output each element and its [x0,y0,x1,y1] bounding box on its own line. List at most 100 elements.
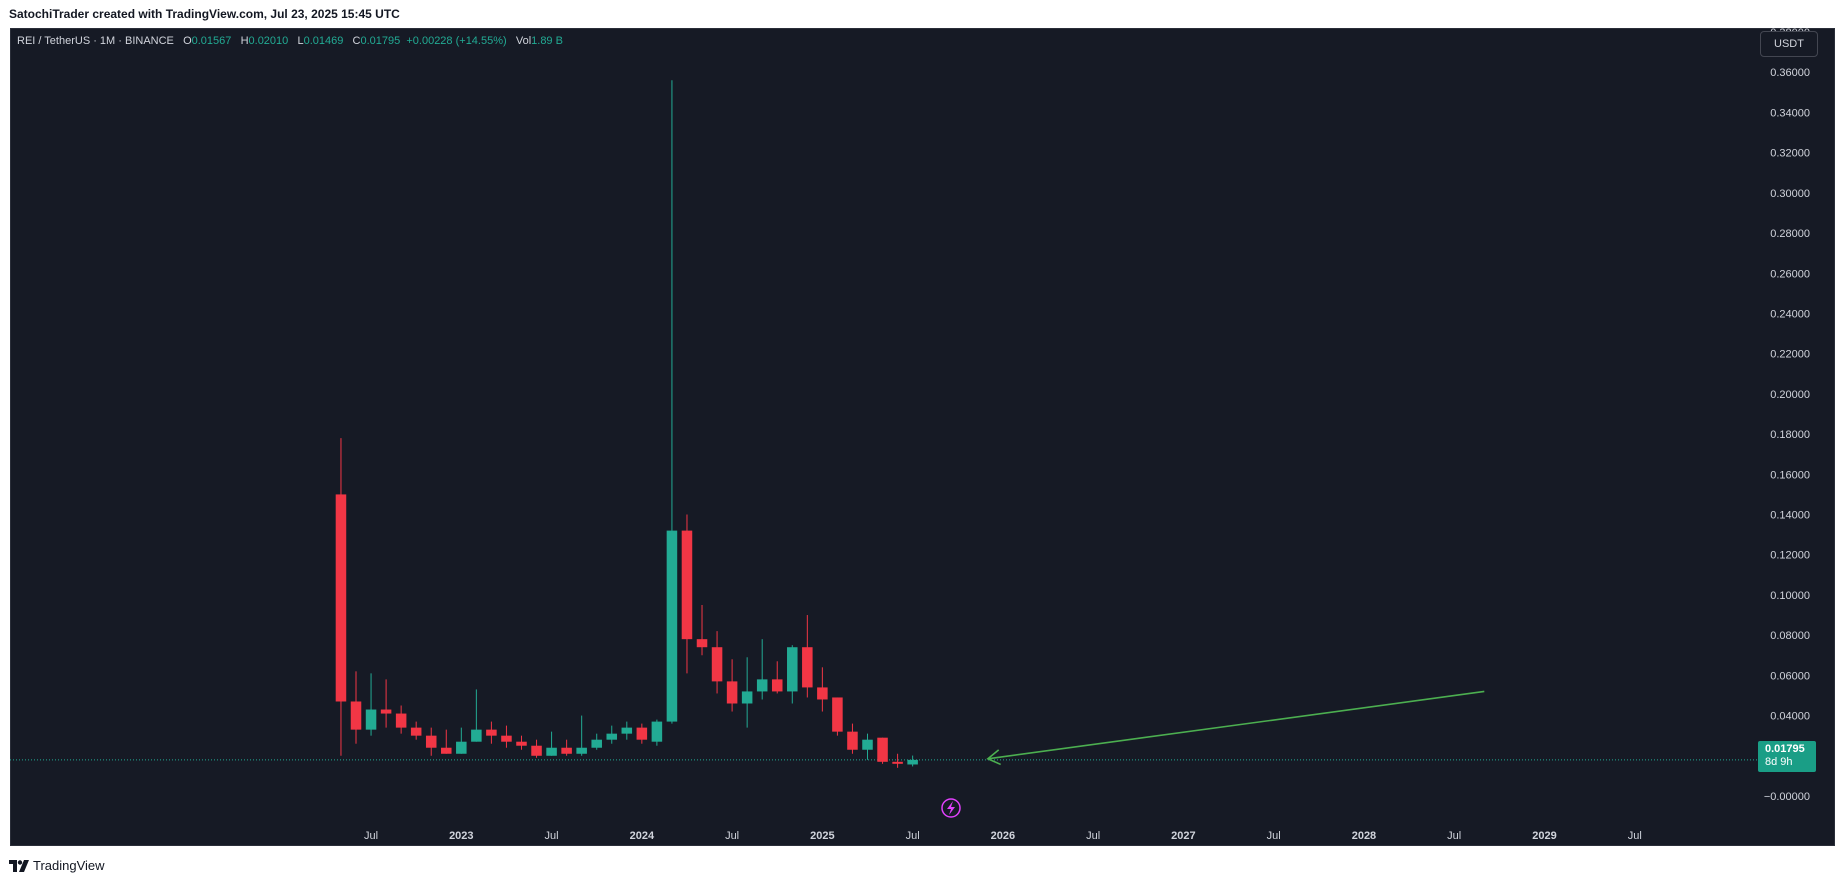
time-axis-label: 2029 [1532,830,1556,842]
bar-countdown: 8d 9h [1765,756,1793,768]
low-value: 0.01469 [303,35,344,47]
candle-body [441,747,452,754]
attribution-text: SatochiTrader created with TradingView.c… [9,7,400,21]
time-axis-label: Jul [725,830,739,842]
candle-body [531,745,542,756]
lightning-icon[interactable] [941,798,961,818]
candle-body [817,687,828,700]
last-price-tag: 0.01795 8d 9h [1758,741,1816,772]
high-value: 0.02010 [248,35,289,47]
time-axis-label: Jul [1267,830,1281,842]
candle-body [456,741,467,754]
candle-body [877,737,888,762]
candle-body [907,759,918,765]
price-axis-label: 0.24000 [1770,308,1810,320]
time-axis-label: 2027 [1171,830,1195,842]
price-axis-label: −0.00000 [1764,791,1810,803]
candle-body [711,647,723,682]
candle-body [696,639,708,648]
price-axis-label: 0.26000 [1770,268,1810,280]
candles [335,80,918,768]
symbol-name: REI / TetherUS · 1M · BINANCE [17,35,174,47]
candle-body [516,741,527,746]
arrow-head [986,749,1001,766]
candle-body [621,727,633,734]
candle-body [756,679,768,692]
candle-body [651,721,663,742]
candle-body [666,530,678,722]
price-axis-label: 0.36000 [1770,67,1810,79]
chart-pane[interactable] [10,28,1835,846]
price-axis-label: 0.04000 [1770,711,1810,723]
currency-button[interactable]: USDT [1760,31,1818,57]
time-axis-label: 2028 [1352,830,1376,842]
attribution-bar: SatochiTrader created with TradingView.c… [0,0,1835,28]
candle-body [546,747,557,756]
last-price-value: 0.01795 [1765,743,1805,755]
candle-body [425,735,437,748]
candle-body [892,761,903,764]
price-axis-label: 0.06000 [1770,670,1810,682]
symbol-legend: REI / TetherUS · 1M · BINANCE O0.01567 H… [17,35,563,47]
candle-body [741,691,753,704]
candle-body [471,729,482,742]
time-axis-label: Jul [1447,830,1461,842]
arrow-line [987,690,1485,760]
price-axis-label: 0.12000 [1770,550,1810,562]
candle-body [561,747,572,754]
price-axis-label: 0.32000 [1770,148,1810,160]
price-axis-label: 0.22000 [1770,349,1810,361]
price-axis-label: 0.20000 [1770,389,1810,401]
price-axis-label: 0.34000 [1770,107,1810,119]
time-axis-label: Jul [1086,830,1100,842]
time-axis-label: 2023 [449,830,473,842]
candle-body [771,679,783,692]
candle-body [832,697,843,732]
price-axis-label: 0.30000 [1770,188,1810,200]
candle-body [862,739,873,750]
change-value: +0.00228 (+14.55%) [406,35,507,47]
time-axis-label: Jul [906,830,920,842]
candle-body [335,494,347,702]
candle-body [591,739,602,748]
candle-body [365,709,377,730]
footer-bar: TradingView [0,846,1835,884]
close-label: C [352,35,361,47]
candle-body [350,701,362,730]
price-axis-label: 0.18000 [1770,429,1810,441]
price-axis[interactable]: 0.380000.360000.340000.320000.300000.280… [1764,27,1810,803]
price-axis-label: 0.28000 [1770,228,1810,240]
time-axis-label: 2025 [810,830,834,842]
time-axis-label: Jul [545,830,559,842]
price-axis-label: 0.16000 [1770,469,1810,481]
close-value: 0.01795 [360,35,401,47]
tradingview-logo-icon [9,859,29,872]
tradingview-logo[interactable]: TradingView [9,858,105,873]
high-label: H [240,35,249,47]
candle-body [576,747,587,754]
candle-body [681,530,693,640]
volume-label: Vol [515,35,532,47]
time-axis[interactable]: Jul 2023 Jul 2024 Jul 2025 Jul 2026 Jul 2027 Jul 20… [364,830,1642,842]
candle-body [787,647,798,692]
candle-body [501,735,512,742]
time-axis-label: 2024 [630,830,655,842]
candle-body [380,709,392,714]
time-axis-label: 2026 [991,830,1015,842]
candle-body [395,713,407,728]
time-axis-label: Jul [1628,830,1642,842]
time-axis-label: Jul [364,830,378,842]
open-value: 0.01567 [191,35,232,47]
candle-body [726,681,738,704]
low-label: L [297,35,304,47]
brand-name: TradingView [33,858,105,873]
drawn-arrow[interactable] [986,690,1485,766]
candle-body [636,727,648,740]
price-axis-label: 0.10000 [1770,590,1810,602]
candle-body [847,731,858,750]
candle-body [410,727,422,736]
price-axis-label: 0.14000 [1770,510,1810,522]
open-label: O [183,35,192,47]
candle-body [486,729,497,736]
